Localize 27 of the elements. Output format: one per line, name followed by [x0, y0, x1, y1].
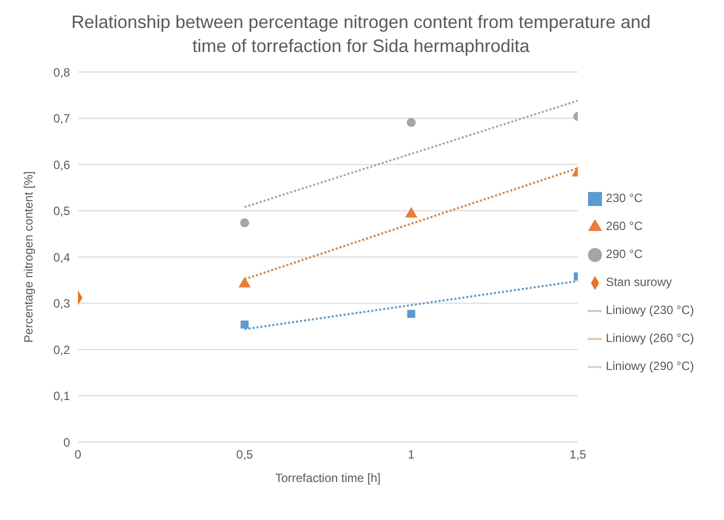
x-tick-label: 0: [74, 448, 82, 462]
y-tick-label: 0,1: [53, 389, 70, 404]
x-tick-label: 1: [408, 448, 415, 462]
y-axis-title: Percentage nitrogen content [%]: [21, 171, 36, 343]
x-tick-label: 1,5: [569, 448, 586, 462]
legend-label: Liniowy (230 °C): [606, 303, 694, 317]
y-tick-label: 0,4: [53, 250, 70, 264]
legend-label: 260 °C: [606, 219, 643, 233]
point: [407, 310, 416, 318]
x-tick-label: 0,5: [236, 448, 254, 462]
y-tick-label: 0,3: [53, 296, 70, 311]
legend-label: 230 °C: [606, 191, 643, 205]
point: [240, 320, 249, 329]
y-tick-label: 0,8: [53, 65, 70, 80]
x-axis-title: Torrefaction time [h]: [275, 471, 381, 485]
point: [406, 118, 416, 127]
legend-label: Stan surowy: [606, 275, 672, 289]
point: [240, 218, 250, 228]
y-tick-label: 0,7: [53, 112, 70, 126]
y-tick-label: 0,6: [53, 158, 70, 172]
y-tick-label: 0: [63, 435, 70, 450]
y-tick-label: 0,2: [53, 342, 70, 357]
legend-label: Liniowy (260 °C): [606, 331, 694, 345]
y-tick-label: 0,5: [53, 204, 70, 218]
legend-label: 290 °C: [606, 247, 643, 261]
legend-label: Liniowy (290 °C): [606, 359, 694, 373]
chart-title: Relationship between percentage nitrogen content from temperature and time of torrefaction for Sida hermaphrodita: [70, 11, 652, 58]
